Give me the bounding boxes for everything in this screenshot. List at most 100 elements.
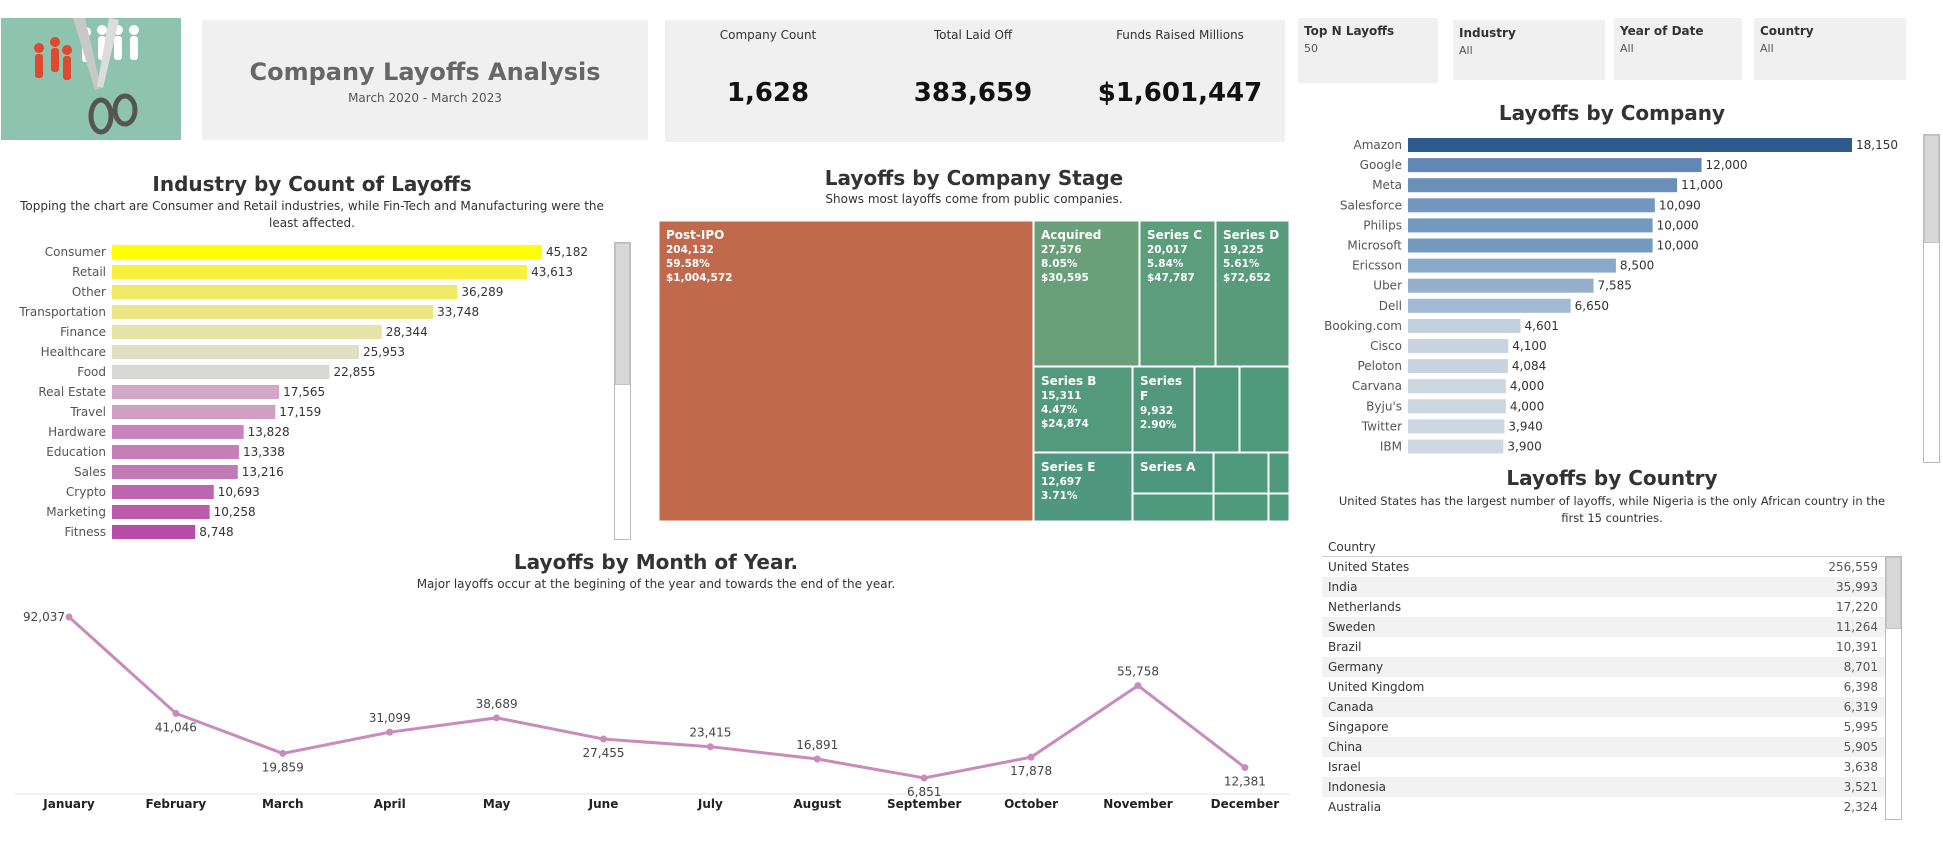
company-scrollbar[interactable]: [1923, 134, 1940, 463]
filter-value[interactable]: 50: [1304, 42, 1318, 55]
treemap-tile-series-c: [1139, 221, 1216, 367]
company-category-label-meta: Meta: [1372, 178, 1402, 192]
month-axis-label-february: February: [146, 797, 207, 811]
month-point-february: [172, 709, 180, 717]
company-value-label-ericsson: 8,500: [1620, 259, 1654, 273]
treemap-laid-off-post-ipo: 204,132: [666, 244, 714, 256]
industry-bar-real-estate: [112, 385, 280, 399]
treemap-funds-series-d: $72,652: [1223, 272, 1271, 284]
industry-category-label-hardware: Hardware: [48, 425, 106, 439]
country-row-sweden[interactable]: Sweden 11,264: [1322, 617, 1902, 637]
industry-value-label-travel: 17,159: [279, 405, 321, 419]
industry-value-label-other: 36,289: [461, 285, 503, 299]
country-layoffs-value: 11,264: [1836, 620, 1878, 634]
month-axis-label-september: September: [887, 797, 961, 811]
kpi-panel: [665, 20, 1285, 142]
country-name: Australia: [1328, 800, 1382, 814]
treemap-tile-series-e: [1033, 452, 1133, 521]
month-point-june: [600, 735, 607, 743]
industry-bar-travel: [112, 405, 276, 419]
industry-value-label-transportation: 33,748: [437, 305, 479, 319]
country-chart-title: Layoffs by Country: [1506, 466, 1718, 490]
industry-bar-healthcare: [112, 345, 359, 359]
country-layoffs-value: 2,324: [1843, 800, 1878, 814]
filter-value[interactable]: All: [1620, 42, 1634, 55]
company-bar-chart: Amazon 18,150 Google 12,000 Meta 11,000 Salesf…: [1324, 138, 1898, 454]
industry-value-label-food: 22,855: [334, 365, 376, 379]
company-value-label-carvana: 4,000: [1510, 379, 1544, 393]
company-value-label-booking-com: 4,601: [1525, 319, 1559, 333]
company-value-label-google: 12,000: [1706, 158, 1748, 172]
filter-value[interactable]: All: [1459, 44, 1473, 57]
company-category-label-dell: Dell: [1379, 299, 1402, 313]
filter-value[interactable]: All: [1760, 42, 1774, 55]
country-row-israel[interactable]: Israel 3,638: [1322, 757, 1902, 777]
country-name: China: [1328, 740, 1363, 754]
country-name: Canada: [1328, 700, 1374, 714]
industry-category-label-other: Other: [72, 285, 106, 299]
company-value-label-uber: 7,585: [1598, 279, 1632, 293]
country-name: Indonesia: [1328, 780, 1387, 794]
country-row-indonesia[interactable]: Indonesia 3,521: [1322, 777, 1902, 797]
industry-chart-title: Industry by Count of Layoffs: [152, 172, 472, 196]
treemap-tile-minor-stage-1: [1194, 366, 1240, 453]
country-row-china[interactable]: China 5,905: [1322, 737, 1902, 757]
treemap-label-series-a: Series A: [1140, 460, 1196, 474]
company-bar-cisco: [1408, 339, 1509, 353]
country-row-singapore[interactable]: Singapore 5,995: [1322, 717, 1902, 737]
month-value-label-november: 55,758: [1117, 665, 1159, 679]
industry-bar-food: [112, 365, 330, 379]
country-layoffs-value: 10,391: [1836, 640, 1878, 654]
month-axis-label-january: January: [42, 797, 95, 811]
industry-bar-finance: [112, 325, 382, 339]
country-scrollbar[interactable]: [1885, 556, 1902, 820]
company-bar-philips: [1408, 218, 1653, 233]
month-point-november: [1134, 682, 1142, 690]
company-value-label-ibm: 3,900: [1507, 440, 1541, 454]
treemap-share-series-e: 3.71%: [1041, 490, 1078, 502]
company-bar-uber: [1408, 278, 1594, 293]
month-value-label-january: 92,037: [23, 610, 65, 624]
country-row-netherlands[interactable]: Netherlands 17,220: [1322, 597, 1902, 617]
industry-scrollbar-thumb[interactable]: [615, 243, 630, 385]
industry-chart-subtitle: Topping the chart are Consumer and Retai…: [20, 199, 604, 230]
country-row-canada[interactable]: Canada 6,319: [1322, 697, 1902, 717]
month-axis-label-october: October: [1004, 797, 1058, 811]
company-bar-meta: [1408, 178, 1678, 193]
industry-bar-sales: [112, 465, 238, 479]
filter-year-of-date[interactable]: Year of Date All: [1614, 18, 1742, 80]
treemap-funds-acquired: $30,595: [1041, 272, 1089, 284]
treemap-laid-off-series-f: 9,932: [1140, 405, 1173, 417]
industry-value-label-healthcare: 25,953: [363, 345, 405, 359]
treemap-label-series-f-cont: F: [1140, 389, 1148, 403]
company-category-label-amazon: Amazon: [1354, 138, 1403, 152]
treemap-funds-series-b: $24,874: [1041, 418, 1089, 430]
treemap-laid-off-series-d: 19,225: [1223, 244, 1264, 256]
industry-value-label-education: 13,338: [243, 445, 285, 459]
country-row-united-states[interactable]: United States 256,559: [1322, 557, 1902, 577]
filter-industry[interactable]: Industry All: [1453, 20, 1605, 80]
industry-scrollbar[interactable]: [614, 242, 631, 540]
country-row-united-kingdom[interactable]: United Kingdom 6,398: [1322, 677, 1902, 697]
industry-bar-transportation: [112, 305, 434, 319]
country-row-australia[interactable]: Australia 2,324: [1322, 797, 1902, 817]
treemap-share-series-f: 2.90%: [1140, 419, 1177, 431]
country-row-brazil[interactable]: Brazil 10,391: [1322, 637, 1902, 657]
company-bar-dell: [1408, 298, 1571, 313]
company-scrollbar-thumb[interactable]: [1924, 135, 1939, 243]
filter-label: Year of Date: [1620, 24, 1704, 38]
country-scrollbar-thumb[interactable]: [1886, 557, 1901, 629]
kpi-total-laid-off-value: 383,659: [913, 78, 1033, 108]
treemap-label-series-d: Series D: [1223, 228, 1279, 242]
month-line-chart: 92,037 January 41,046 February 19,859 March 31…: [15, 610, 1290, 811]
country-row-germany[interactable]: Germany 8,701: [1322, 657, 1902, 677]
country-header-divider: [1322, 556, 1902, 557]
filter-country[interactable]: Country All: [1754, 18, 1906, 80]
country-name: United States: [1328, 560, 1410, 574]
company-value-label-twitter: 3,940: [1508, 419, 1542, 433]
month-value-label-october: 17,878: [1010, 764, 1052, 778]
month-chart-subtitle: Major layoffs occur at the begining of t…: [416, 577, 896, 591]
filter-top-n-layoffs[interactable]: Top N Layoffs 50: [1298, 18, 1438, 83]
country-row-india[interactable]: India 35,993: [1322, 577, 1902, 597]
industry-bar-chart: Consumer 45,182 Retail 43,613 Other 36,289 Tra…: [18, 245, 588, 539]
